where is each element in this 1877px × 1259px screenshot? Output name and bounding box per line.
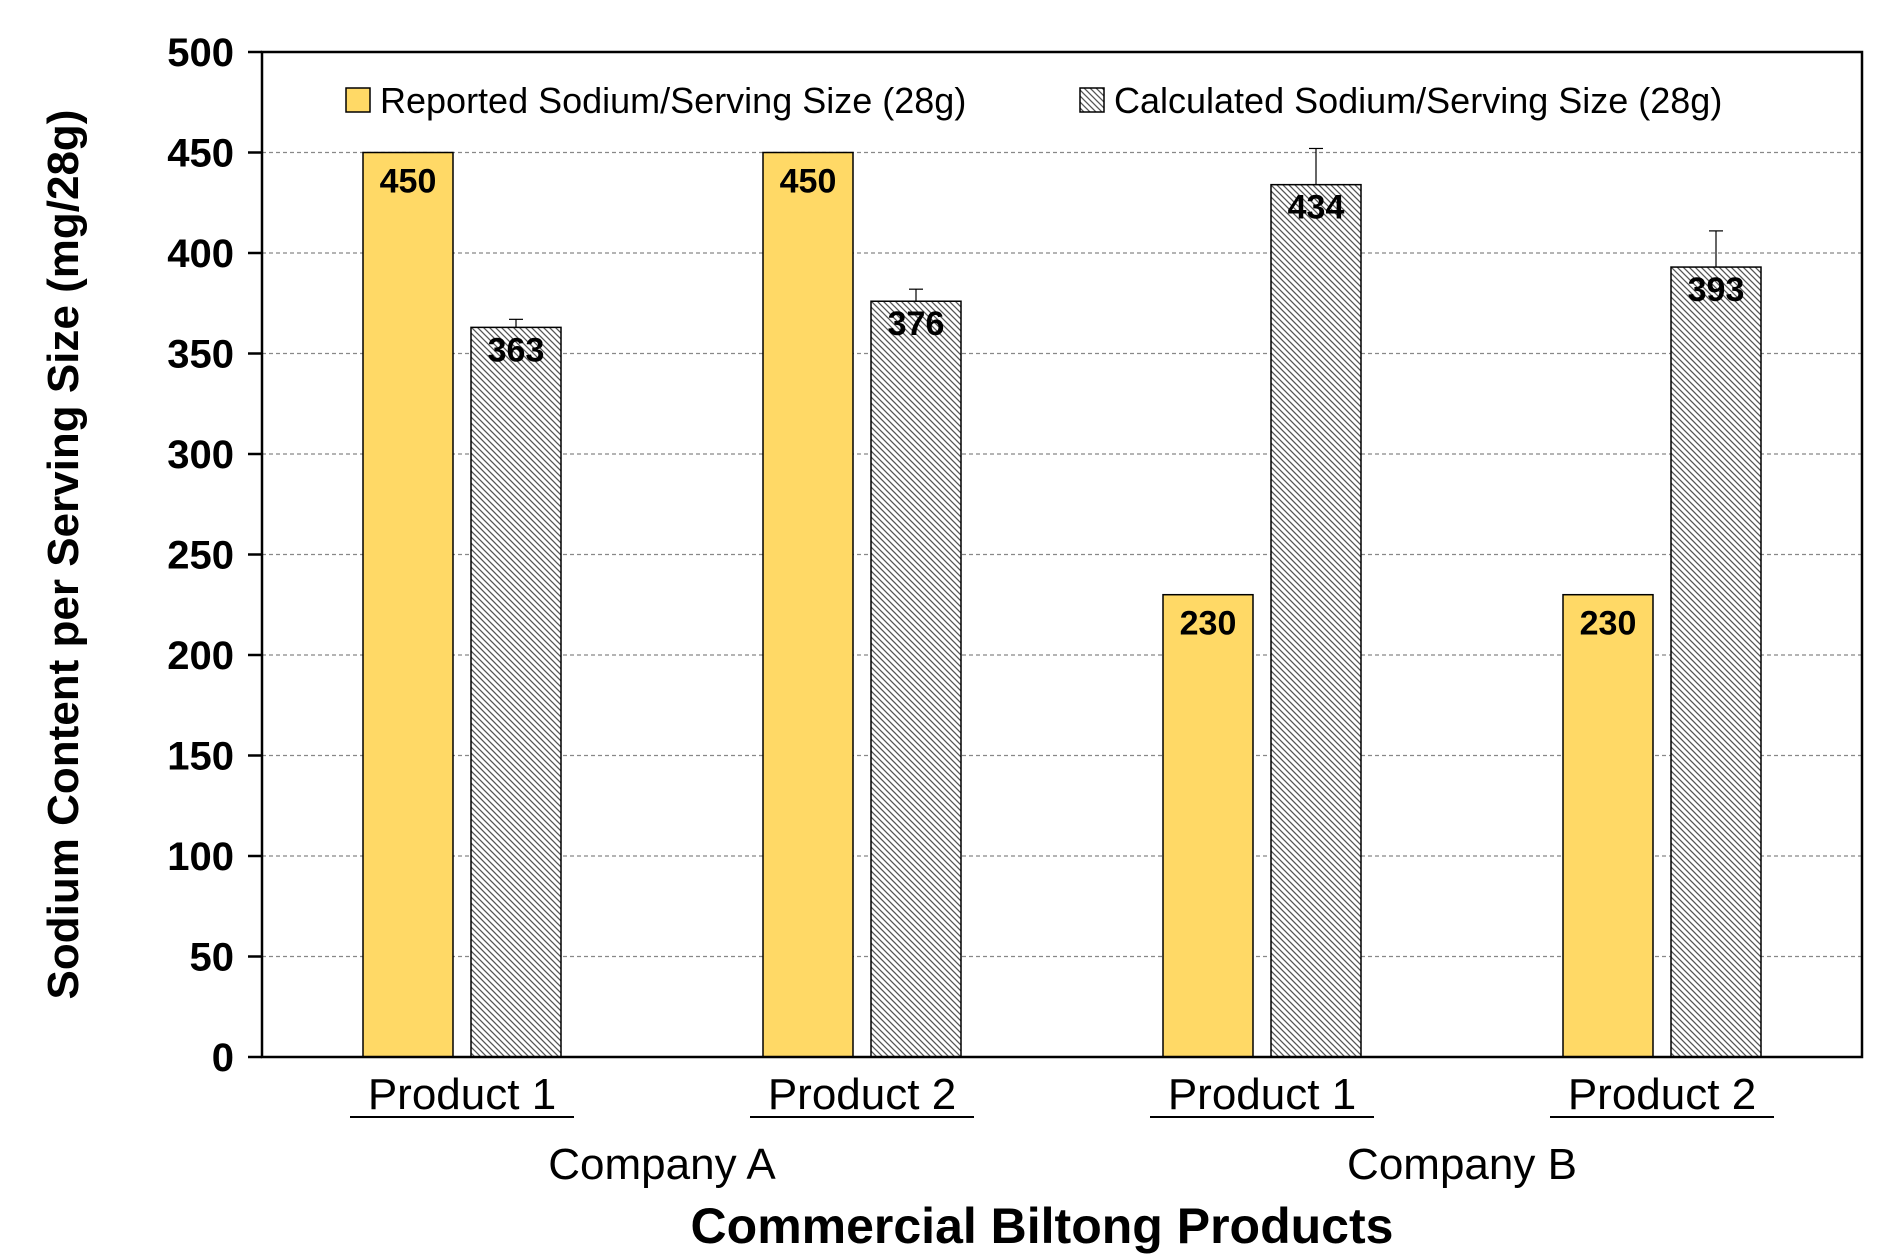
bar-calculated — [470, 326, 562, 1058]
x-group-label: Company A — [548, 1140, 776, 1189]
x-category-label: Product 2 — [768, 1070, 956, 1119]
y-tick-label: 50 — [190, 936, 235, 980]
data-label-calculated: 363 — [488, 331, 545, 369]
y-tick-label: 350 — [167, 333, 234, 377]
data-label-calculated: 434 — [1288, 189, 1345, 227]
bar-reported — [1162, 593, 1254, 1058]
legend-swatch-calculated — [1079, 87, 1105, 113]
legend: Reported Sodium/Serving Size (28g) Calcul… — [345, 80, 1722, 121]
error-bars — [509, 147, 1723, 328]
y-axis-label: Sodium Content per Serving Size (mg/28g) — [39, 110, 88, 1000]
bar-calculated — [1270, 183, 1362, 1058]
data-label-reported: 450 — [380, 163, 437, 201]
data-labels: 450 363 450 376 230 434 230 393 — [380, 163, 1745, 643]
bar-calculated — [1670, 266, 1762, 1058]
x-axis-label: Commercial Biltong Products — [691, 1198, 1394, 1254]
y-tick-label: 150 — [167, 735, 234, 779]
y-tick-label: 500 — [167, 31, 234, 75]
y-tick-label: 0 — [212, 1036, 234, 1080]
legend-label-calculated: Calculated Sodium/Serving Size (28g) — [1114, 80, 1722, 121]
data-label-reported: 230 — [1580, 605, 1637, 643]
data-label-calculated: 376 — [888, 305, 945, 343]
legend-label-reported: Reported Sodium/Serving Size (28g) — [380, 80, 966, 121]
y-tick-label: 400 — [167, 232, 234, 276]
bar-reported — [762, 151, 854, 1058]
legend-swatch-reported — [345, 87, 371, 113]
y-tick-label: 200 — [167, 634, 234, 678]
x-category-label: Product 1 — [368, 1070, 556, 1119]
bar-calculated — [870, 300, 962, 1058]
data-label-reported: 450 — [780, 163, 837, 201]
x-category-label: Product 2 — [1568, 1070, 1756, 1119]
axes: 0 50 100 150 200 250 300 350 400 450 500 Product 1 P… — [167, 31, 1864, 1189]
bar-reported — [362, 151, 454, 1058]
y-tick-label: 250 — [167, 534, 234, 578]
y-tick-label: 300 — [167, 433, 234, 477]
x-group-label: Company B — [1347, 1140, 1577, 1189]
x-category-label: Product 1 — [1168, 1070, 1356, 1119]
bar-reported — [1562, 593, 1654, 1058]
data-label-calculated: 393 — [1688, 271, 1745, 309]
y-tick-label: 100 — [167, 835, 234, 879]
data-label-reported: 230 — [1180, 605, 1237, 643]
y-tick-label: 450 — [167, 132, 234, 176]
bars — [362, 151, 1762, 1058]
